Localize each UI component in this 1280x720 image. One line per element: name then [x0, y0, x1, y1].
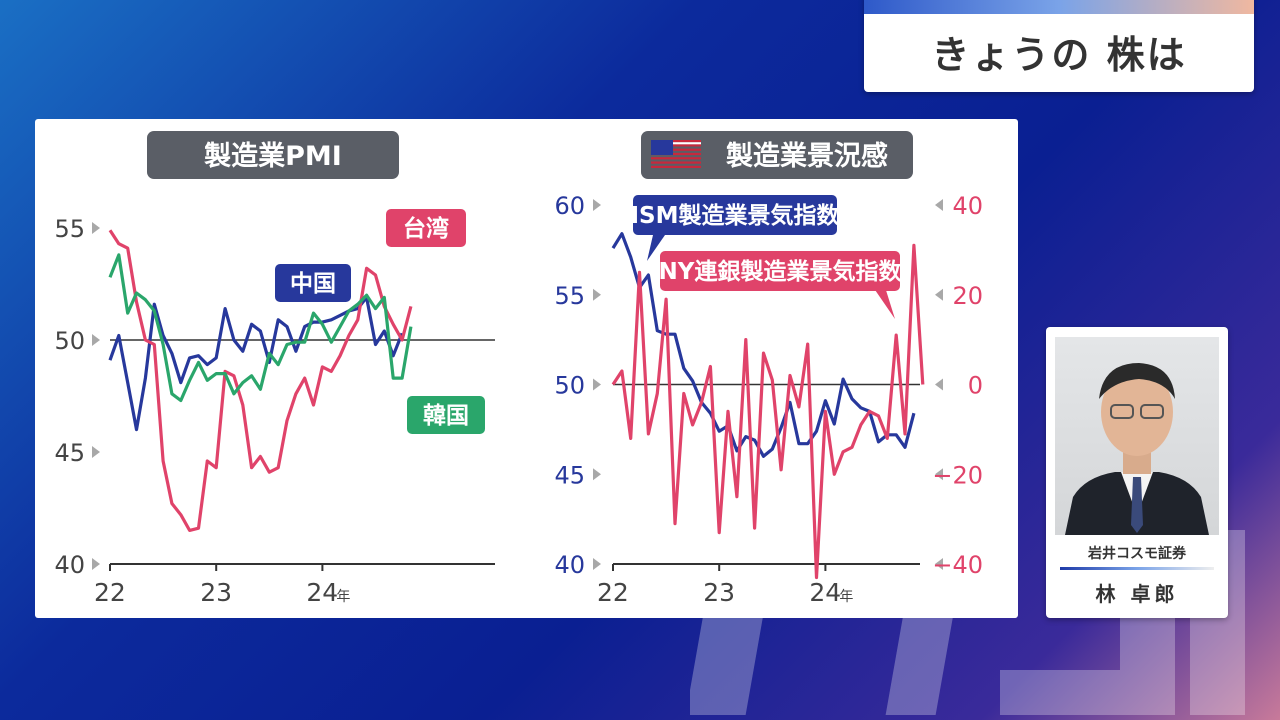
- chart1-y-tick: 45: [54, 439, 85, 467]
- us-flag-icon: [651, 140, 701, 168]
- us-flag-stripe: [651, 165, 701, 168]
- chart2-label-ism-box: [633, 195, 837, 235]
- chart2-right-y-tick: 0: [968, 372, 983, 400]
- us-flag-white: [651, 142, 701, 145]
- us-flag-stripe: [651, 157, 701, 160]
- chart2-left-y-tick: 40: [554, 551, 585, 579]
- chart1-title-box: [147, 131, 399, 179]
- chart2-right-y-tick: −20: [932, 461, 983, 489]
- chart1-label-china-box: [275, 264, 351, 302]
- chart2-right-y-tick-arrow: [935, 378, 943, 391]
- chart2-label-ny-fed-box: [660, 251, 900, 291]
- chart2-left-y-tick: 55: [554, 282, 585, 310]
- chart1-label-korea-box: [407, 396, 485, 434]
- chart2-right-y-tick-arrow: [935, 288, 943, 301]
- chart2-x-tick-unit: 年: [839, 589, 853, 605]
- chart2-left-y-tick: 45: [554, 461, 585, 489]
- commentator-company: 岩井コスモ証券: [1088, 546, 1186, 562]
- program-title-card: きょうの 株は: [864, 0, 1254, 92]
- title-accent-strip: [864, 0, 1254, 14]
- chart1-title: 製造業PMI: [204, 141, 342, 172]
- chart1-series-taiwan: [108, 229, 413, 532]
- chart2-right-y-tick-arrow: [935, 468, 943, 481]
- chart2-title: 製造業景況感: [726, 140, 888, 172]
- commentator-card: 岩井コスモ証券 林 卓郎: [1046, 327, 1228, 618]
- chart2-right-y-tick-arrow: [935, 558, 943, 570]
- chart2-right-y-tick: −40: [932, 551, 983, 579]
- chart2-right-y-tick: 20: [952, 282, 983, 310]
- chart1-label-taiwan-box: [386, 209, 466, 247]
- chart2-left-y-tick: 60: [554, 192, 585, 220]
- chart1-y-tick: 50: [54, 327, 85, 355]
- chart2-label-ny-fed: NY連銀製造業景気指数: [659, 258, 903, 285]
- chart2-series-ny-fed: [611, 243, 925, 580]
- chart1-x-tick: 24: [306, 578, 338, 607]
- us-flag-stripe: [651, 152, 701, 156]
- chart1-label-taiwan: 台湾: [403, 215, 449, 242]
- chart1-x-tick-unit: 年: [336, 589, 350, 605]
- chart2-left-y-tick-arrow: [593, 558, 601, 570]
- chart1-label-korea: 韓国: [423, 402, 469, 429]
- chart2-label-ism: ISM製造業景気指数: [630, 202, 840, 229]
- us-flag-stripe: [651, 144, 701, 147]
- chart2-ny-callout-pointer: [873, 287, 895, 319]
- chart2-right-y-tick-arrow: [935, 199, 943, 211]
- us-flag-stripe: [651, 140, 701, 143]
- us-flag-canton: [651, 140, 673, 155]
- chart2-left-y-tick-arrow: [593, 378, 601, 391]
- us-flag-stripe: [651, 148, 701, 151]
- chart2-left-y-tick-arrow: [593, 468, 601, 481]
- chart1-y-tick-arrow: [92, 334, 100, 346]
- chart1-series-korea: [108, 253, 413, 403]
- us-flag-stripe: [651, 161, 701, 164]
- page-title: きょうの 株は: [931, 33, 1187, 77]
- chart2-x-tick: 23: [703, 578, 735, 607]
- chart1-label-china: 中国: [290, 271, 336, 297]
- chart2-right-y-tick: 40: [952, 192, 983, 220]
- chart1-y-tick-arrow: [92, 222, 100, 234]
- chart2-x-tick: 24: [809, 578, 841, 607]
- chart2-title-box: [641, 131, 913, 179]
- chart2-ism-callout-pointer: [647, 235, 665, 261]
- chart1-series-china: [108, 295, 404, 432]
- chart2-x-tick: 22: [597, 578, 629, 607]
- chart1-y-tick-arrow: [92, 558, 100, 570]
- commentator-photo: [1055, 337, 1219, 535]
- chart2-left-y-tick-arrow: [593, 288, 601, 301]
- chart1-y-tick: 55: [54, 215, 85, 243]
- chart1-x-tick: 22: [94, 578, 126, 607]
- commentator-name: 林 卓郎: [1095, 582, 1179, 606]
- chart2-left-y-tick: 50: [554, 372, 585, 400]
- chart1-y-tick-arrow: [92, 446, 100, 458]
- chart1-x-tick: 23: [200, 578, 232, 607]
- chart2-left-y-tick-arrow: [593, 199, 601, 211]
- name-divider: [1060, 567, 1214, 570]
- chart-panel: 製造業PMI 55 50 45 40 22 23 24 年中国 台湾 韓国 製造業景況感 60 55 50 4…: [35, 119, 1018, 618]
- chart1-y-tick: 40: [54, 551, 85, 579]
